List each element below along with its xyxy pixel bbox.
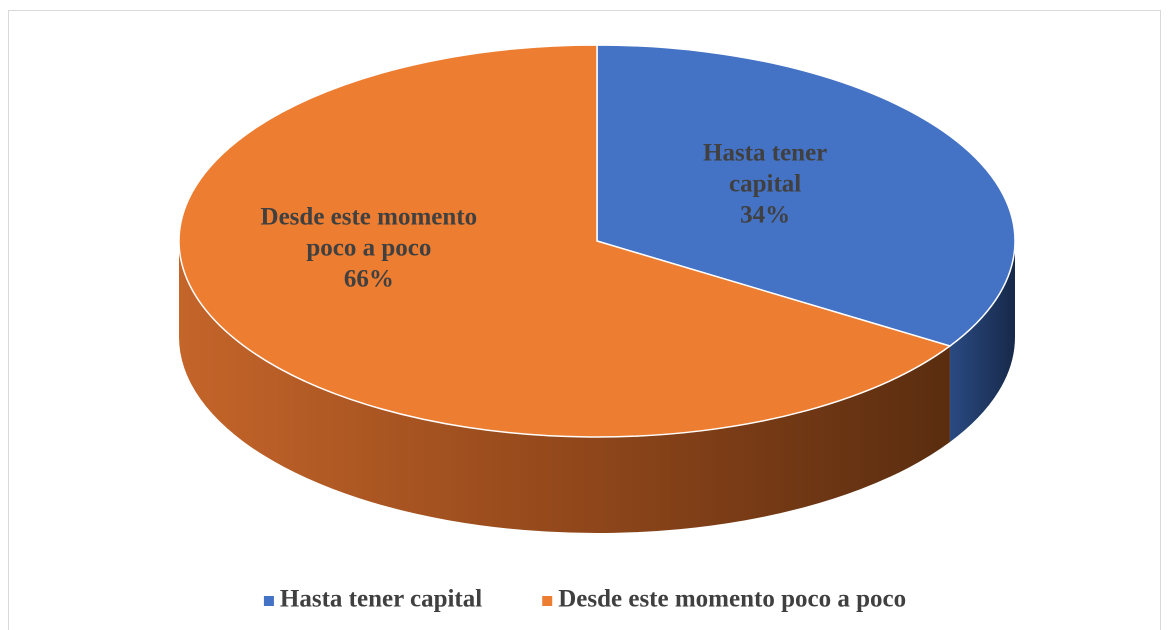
legend-marker — [542, 596, 553, 606]
legend-marker — [263, 596, 274, 606]
data-label-value: 66% — [343, 265, 394, 293]
legend-label: Desde este momento poco a poco — [558, 586, 906, 613]
pie-slice-side — [179, 241, 950, 533]
legend: Hasta tener capital Desde este momento po… — [263, 586, 906, 613]
chart-border — [8, 10, 1161, 630]
data-label: Hasta tener capital 34% — [680, 137, 850, 230]
pie-slice — [178, 44, 952, 438]
data-label-name: Hasta tener capital — [703, 139, 828, 198]
data-label: Desde este momento poco a poco 66% — [254, 202, 484, 295]
legend-label: Hasta tener capital — [280, 586, 482, 613]
pie-slice — [596, 44, 1016, 347]
pie-slice-side — [949, 241, 1015, 443]
data-label-name: Desde este momento poco a poco — [260, 203, 478, 262]
data-label-value: 34% — [740, 201, 791, 229]
